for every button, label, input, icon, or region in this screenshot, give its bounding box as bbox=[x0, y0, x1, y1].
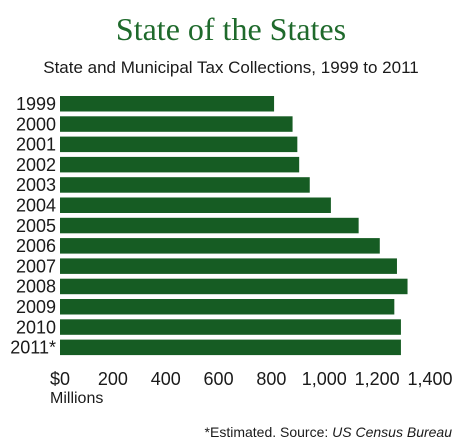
source-note: *Estimated. Source: US Census Bureau bbox=[205, 424, 453, 440]
bar-2011 bbox=[60, 339, 401, 356]
x-axis-unit-label: Millions bbox=[50, 390, 103, 407]
bars-group bbox=[60, 96, 408, 356]
x-tick-label: $0 bbox=[50, 369, 70, 389]
category-label: 2010 bbox=[16, 317, 56, 337]
x-tick-labels: $0 200 400 600 800 1,000 1,200 1,400 bbox=[50, 369, 453, 389]
bar-2007 bbox=[60, 258, 397, 274]
chart-subtitle: State and Municipal Tax Collections, 199… bbox=[43, 58, 419, 77]
bar-1999 bbox=[60, 96, 275, 112]
category-label: 2009 bbox=[16, 297, 56, 317]
category-label: 1999 bbox=[16, 94, 56, 114]
bar-2001 bbox=[60, 136, 298, 153]
category-label: 2007 bbox=[16, 256, 56, 276]
bar-2010 bbox=[60, 319, 401, 335]
category-label: 2003 bbox=[16, 175, 56, 195]
note-source: US Census Bureau bbox=[332, 424, 452, 440]
category-label: 2002 bbox=[16, 155, 56, 175]
category-label: 2008 bbox=[16, 277, 56, 297]
x-tick-label: 1,000 bbox=[302, 369, 347, 389]
x-tick-label: 400 bbox=[151, 369, 181, 389]
bar-2006 bbox=[60, 238, 380, 254]
chart-title: State of the States bbox=[116, 11, 346, 47]
category-labels: 1999200020012002200320042005200620072008… bbox=[10, 94, 56, 358]
bar-2004 bbox=[60, 197, 331, 213]
note-prefix: *Estimated. Source: bbox=[205, 424, 333, 440]
bar-2002 bbox=[60, 156, 300, 173]
x-tick-label: 800 bbox=[256, 369, 286, 389]
category-label: 2006 bbox=[16, 236, 56, 256]
x-tick-label: 1,200 bbox=[355, 369, 400, 389]
bar-2000 bbox=[60, 116, 293, 132]
category-label: 2000 bbox=[16, 114, 56, 134]
x-tick-label: 200 bbox=[98, 369, 128, 389]
bar-2009 bbox=[60, 299, 395, 315]
bar-2005 bbox=[60, 217, 359, 234]
category-label: 2011* bbox=[10, 338, 56, 358]
category-label: 2005 bbox=[16, 216, 56, 236]
bar-2008 bbox=[60, 278, 408, 295]
x-tick-label: 1,400 bbox=[407, 369, 452, 389]
category-label: 2001 bbox=[16, 135, 56, 155]
bar-2003 bbox=[60, 177, 310, 193]
category-label: 2004 bbox=[16, 196, 56, 216]
x-tick-label: 600 bbox=[204, 369, 234, 389]
